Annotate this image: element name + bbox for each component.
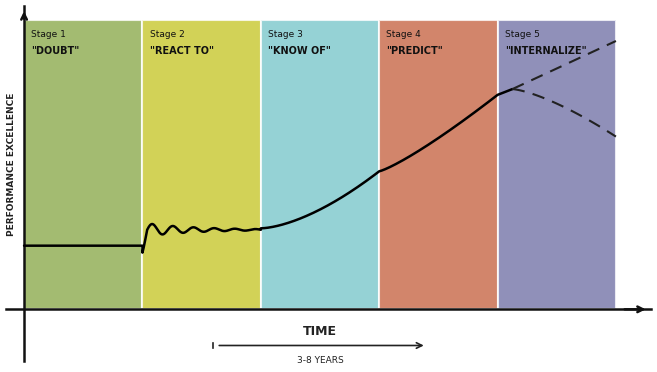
Bar — [24, 20, 143, 310]
Text: "PREDICT": "PREDICT" — [386, 46, 443, 56]
Text: PERFORMANCE EXCELLENCE: PERFORMANCE EXCELLENCE — [7, 93, 16, 236]
Text: "KNOW OF": "KNOW OF" — [268, 46, 330, 56]
Text: Stage 3: Stage 3 — [268, 30, 303, 39]
Bar — [261, 20, 379, 310]
Text: 3-8 YEARS: 3-8 YEARS — [296, 356, 344, 365]
Text: "REACT TO": "REACT TO" — [150, 46, 214, 56]
Text: Stage 5: Stage 5 — [505, 30, 539, 39]
Bar — [497, 20, 616, 310]
Bar — [143, 20, 261, 310]
Text: Stage 4: Stage 4 — [386, 30, 421, 39]
Text: Stage 1: Stage 1 — [31, 30, 66, 39]
Text: TIME: TIME — [303, 324, 337, 337]
Text: Stage 2: Stage 2 — [150, 30, 185, 39]
Bar — [379, 20, 497, 310]
Text: "INTERNALIZE": "INTERNALIZE" — [505, 46, 586, 56]
Text: "DOUBT": "DOUBT" — [31, 46, 79, 56]
